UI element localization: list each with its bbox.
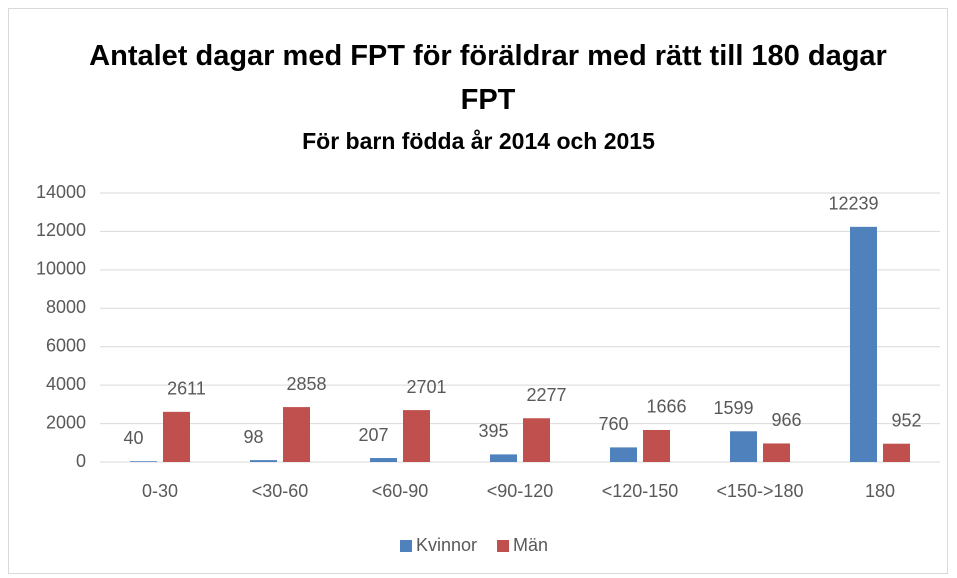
x-tick-label: 0-30 (142, 481, 178, 501)
chart-title: Antalet dagar med FPT för föräldrar med … (89, 40, 887, 116)
bar (850, 226, 877, 462)
legend-swatch (400, 540, 412, 552)
bar (283, 407, 310, 462)
legend-swatch (497, 540, 510, 552)
bar (523, 418, 550, 462)
bar (370, 458, 397, 462)
data-label: 966 (771, 410, 801, 430)
x-tick-label: <60-90 (372, 481, 429, 501)
bar (643, 429, 670, 462)
y-tick-label: 12000 (36, 220, 86, 240)
bar (883, 443, 910, 462)
data-label: 98 (243, 427, 263, 447)
data-label: 395 (478, 421, 508, 441)
x-tick-label: <120-150 (602, 481, 679, 501)
bar (610, 447, 637, 462)
bar (403, 410, 430, 462)
bar (250, 460, 277, 462)
x-tick-label: <150->180 (716, 481, 803, 501)
x-tick-label: <90-120 (487, 481, 554, 501)
chart-frame (8, 8, 948, 574)
data-label: 1666 (646, 397, 686, 417)
data-label: 2858 (286, 374, 326, 394)
x-tick-label: 180 (865, 481, 895, 501)
y-tick-label: 14000 (36, 182, 86, 202)
data-label: 760 (598, 414, 628, 434)
bar (763, 443, 790, 462)
data-label: 207 (358, 425, 388, 445)
y-tick-label: 4000 (46, 374, 86, 394)
y-tick-label: 10000 (36, 259, 86, 279)
legend-label: Kvinnor (416, 535, 477, 555)
data-label: 40 (123, 428, 143, 448)
data-label: 2701 (406, 377, 446, 397)
y-tick-label: 0 (76, 451, 86, 471)
y-tick-label: 8000 (46, 297, 86, 317)
data-label: 952 (891, 410, 921, 430)
bar (163, 411, 190, 462)
bar (130, 461, 157, 462)
data-label: 2277 (526, 385, 566, 405)
y-tick-label: 6000 (46, 335, 86, 355)
data-label: 12239 (828, 194, 878, 214)
legend-label: Män (513, 535, 548, 555)
data-label: 2611 (167, 379, 206, 399)
bar (730, 431, 757, 462)
chart-subtitle: För barn födda år 2014 och 2015 (302, 128, 655, 154)
x-tick-label: <30-60 (252, 481, 309, 501)
bar (490, 454, 517, 462)
y-tick-label: 2000 (46, 412, 86, 432)
data-label: 1599 (713, 398, 753, 418)
